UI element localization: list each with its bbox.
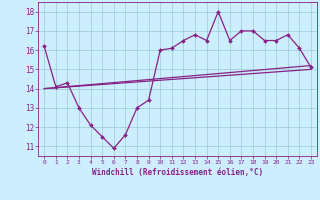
X-axis label: Windchill (Refroidissement éolien,°C): Windchill (Refroidissement éolien,°C) <box>92 168 263 177</box>
